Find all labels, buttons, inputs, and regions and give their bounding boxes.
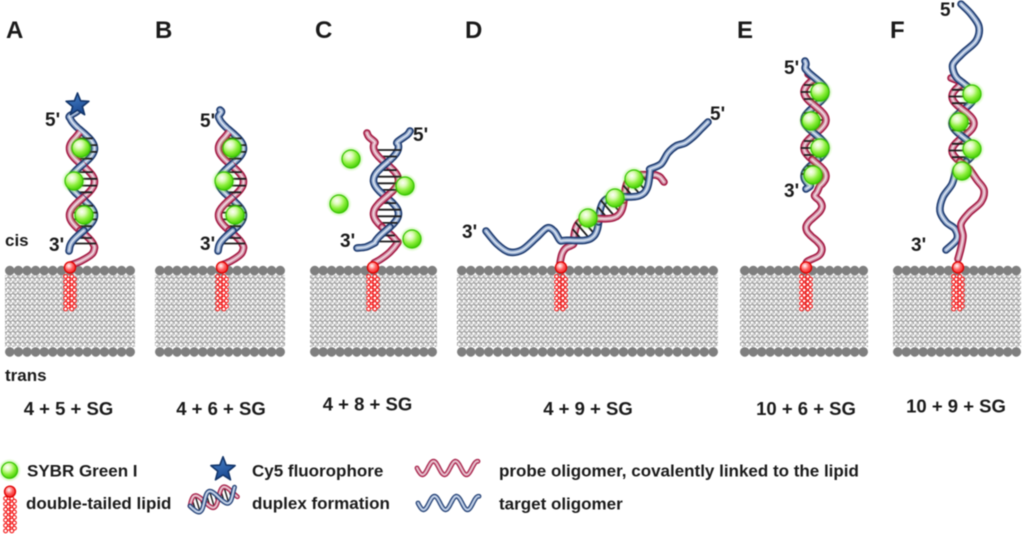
svg-text:B: B — [155, 17, 172, 44]
svg-text:4 + 8 + SG: 4 + 8 + SG — [323, 394, 412, 415]
svg-text:Cy5 fluorophore: Cy5 fluorophore — [252, 462, 383, 481]
svg-text:E: E — [737, 17, 753, 44]
svg-text:F: F — [890, 17, 905, 44]
svg-text:3': 3' — [784, 181, 799, 202]
svg-text:5': 5' — [940, 0, 955, 21]
svg-text:trans: trans — [5, 366, 47, 385]
svg-text:3': 3' — [462, 222, 477, 243]
svg-text:5': 5' — [45, 110, 60, 131]
svg-text:10 + 6 + SG: 10 + 6 + SG — [756, 398, 856, 419]
svg-text:4 + 6 + SG: 4 + 6 + SG — [176, 398, 265, 419]
svg-text:5': 5' — [200, 111, 215, 132]
svg-text:double-tailed lipid: double-tailed lipid — [26, 494, 171, 513]
svg-text:4 + 9 + SG: 4 + 9 + SG — [543, 398, 632, 419]
svg-text:10 + 9 + SG: 10 + 9 + SG — [906, 396, 1006, 417]
svg-text:4 + 5 + SG: 4 + 5 + SG — [24, 398, 113, 419]
svg-text:probe oligomer, covalently lin: probe oligomer, covalently linked to the… — [499, 462, 859, 481]
svg-text:D: D — [465, 17, 482, 44]
svg-text:3': 3' — [200, 234, 215, 255]
svg-text:target oligomer: target oligomer — [499, 495, 623, 514]
svg-text:A: A — [6, 17, 23, 44]
svg-text:3': 3' — [340, 231, 355, 252]
svg-text:5': 5' — [413, 125, 428, 146]
svg-text:3': 3' — [911, 235, 926, 256]
svg-text:SYBR Green I: SYBR Green I — [27, 462, 138, 481]
svg-text:cis: cis — [5, 231, 29, 250]
svg-text:duplex formation: duplex formation — [252, 494, 390, 513]
svg-text:5': 5' — [784, 58, 799, 79]
svg-text:5': 5' — [710, 104, 725, 125]
svg-text:C: C — [315, 17, 332, 44]
svg-text:3': 3' — [49, 235, 64, 256]
